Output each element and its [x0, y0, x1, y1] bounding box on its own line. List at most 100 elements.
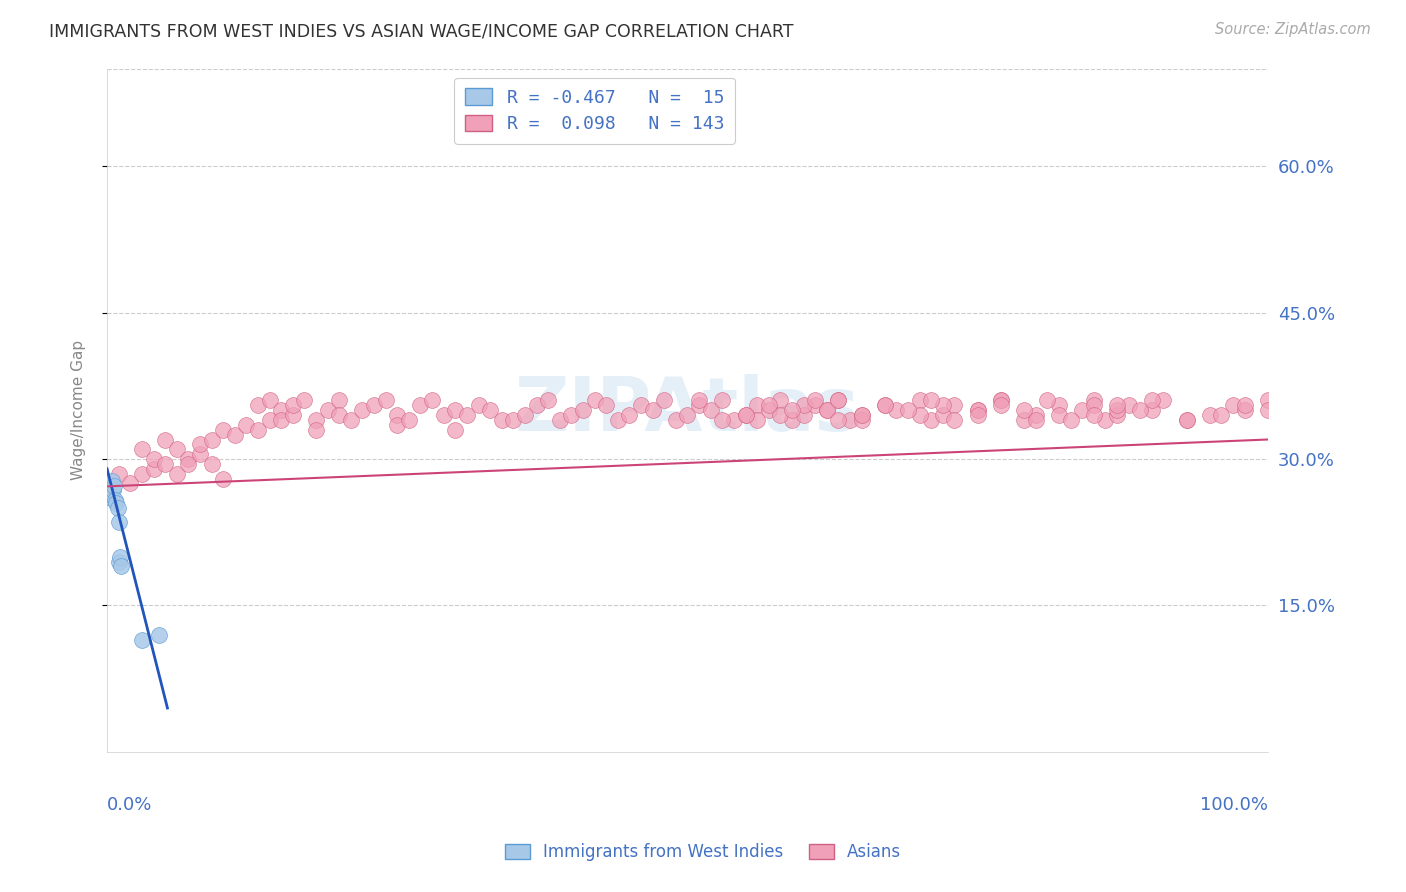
Point	[908, 393, 931, 408]
Point	[98, 486, 121, 500]
Point	[990, 393, 1012, 408]
Point	[1140, 393, 1163, 408]
Point	[1012, 403, 1035, 417]
Legend: R = -0.467   N =  15, R =  0.098   N = 143: R = -0.467 N = 15, R = 0.098 N = 143	[454, 78, 735, 144]
Point	[212, 423, 235, 437]
Point	[665, 413, 688, 427]
Point	[804, 393, 827, 408]
Legend: Immigrants from West Indies, Asians: Immigrants from West Indies, Asians	[498, 837, 908, 868]
Point	[131, 467, 153, 481]
Point	[966, 403, 988, 417]
Point	[200, 433, 222, 447]
Point	[769, 408, 792, 422]
Point	[270, 403, 292, 417]
Point	[769, 393, 792, 408]
Point	[1118, 398, 1140, 412]
Point	[793, 398, 815, 412]
Point	[142, 462, 165, 476]
Point	[1175, 413, 1198, 427]
Point	[548, 413, 571, 427]
Point	[943, 413, 966, 427]
Point	[235, 417, 257, 432]
Point	[502, 413, 524, 427]
Point	[131, 632, 153, 647]
Point	[932, 398, 955, 412]
Point	[734, 408, 756, 422]
Point	[815, 403, 838, 417]
Point	[1105, 398, 1128, 412]
Point	[328, 393, 350, 408]
Point	[827, 393, 849, 408]
Point	[1222, 398, 1244, 412]
Point	[699, 403, 721, 417]
Point	[1175, 413, 1198, 427]
Point	[444, 403, 467, 417]
Point	[1036, 393, 1059, 408]
Point	[734, 408, 756, 422]
Point	[1211, 408, 1233, 422]
Point	[851, 408, 873, 422]
Point	[583, 393, 606, 408]
Point	[780, 413, 803, 427]
Point	[815, 403, 838, 417]
Point	[537, 393, 560, 408]
Point	[212, 471, 235, 485]
Point	[467, 398, 489, 412]
Point	[374, 393, 396, 408]
Point	[97, 481, 120, 495]
Point	[851, 408, 873, 422]
Point	[1233, 398, 1256, 412]
Point	[409, 398, 432, 412]
Point	[641, 403, 664, 417]
Point	[652, 393, 675, 408]
Point	[758, 403, 780, 417]
Point	[513, 408, 536, 422]
Point	[932, 408, 955, 422]
Point	[920, 393, 942, 408]
Point	[433, 408, 456, 422]
Point	[1105, 403, 1128, 417]
Point	[711, 393, 734, 408]
Point	[747, 398, 769, 412]
Point	[1094, 413, 1116, 427]
Point	[259, 393, 281, 408]
Point	[606, 413, 628, 427]
Point	[108, 549, 131, 564]
Point	[873, 398, 896, 412]
Point	[100, 491, 122, 505]
Point	[420, 393, 443, 408]
Text: Source: ZipAtlas.com: Source: ZipAtlas.com	[1215, 22, 1371, 37]
Point	[270, 413, 292, 427]
Point	[387, 417, 409, 432]
Point	[1129, 403, 1152, 417]
Point	[398, 413, 420, 427]
Point	[619, 408, 641, 422]
Point	[723, 413, 745, 427]
Point	[676, 408, 699, 422]
Point	[166, 442, 188, 457]
Point	[177, 452, 200, 467]
Point	[688, 393, 710, 408]
Point	[104, 493, 127, 508]
Point	[804, 398, 827, 412]
Point	[1071, 403, 1094, 417]
Point	[1233, 403, 1256, 417]
Y-axis label: Wage/Income Gap: Wage/Income Gap	[72, 340, 86, 480]
Point	[479, 403, 502, 417]
Point	[491, 413, 513, 427]
Point	[1083, 398, 1105, 412]
Point	[560, 408, 582, 422]
Point	[1012, 413, 1035, 427]
Point	[305, 413, 328, 427]
Text: 100.0%: 100.0%	[1199, 797, 1268, 814]
Point	[131, 442, 153, 457]
Point	[246, 398, 269, 412]
Point	[188, 437, 211, 451]
Point	[166, 467, 188, 481]
Point	[920, 413, 942, 427]
Point	[572, 403, 595, 417]
Point	[107, 500, 129, 515]
Point	[246, 423, 269, 437]
Point	[103, 479, 125, 493]
Point	[1083, 393, 1105, 408]
